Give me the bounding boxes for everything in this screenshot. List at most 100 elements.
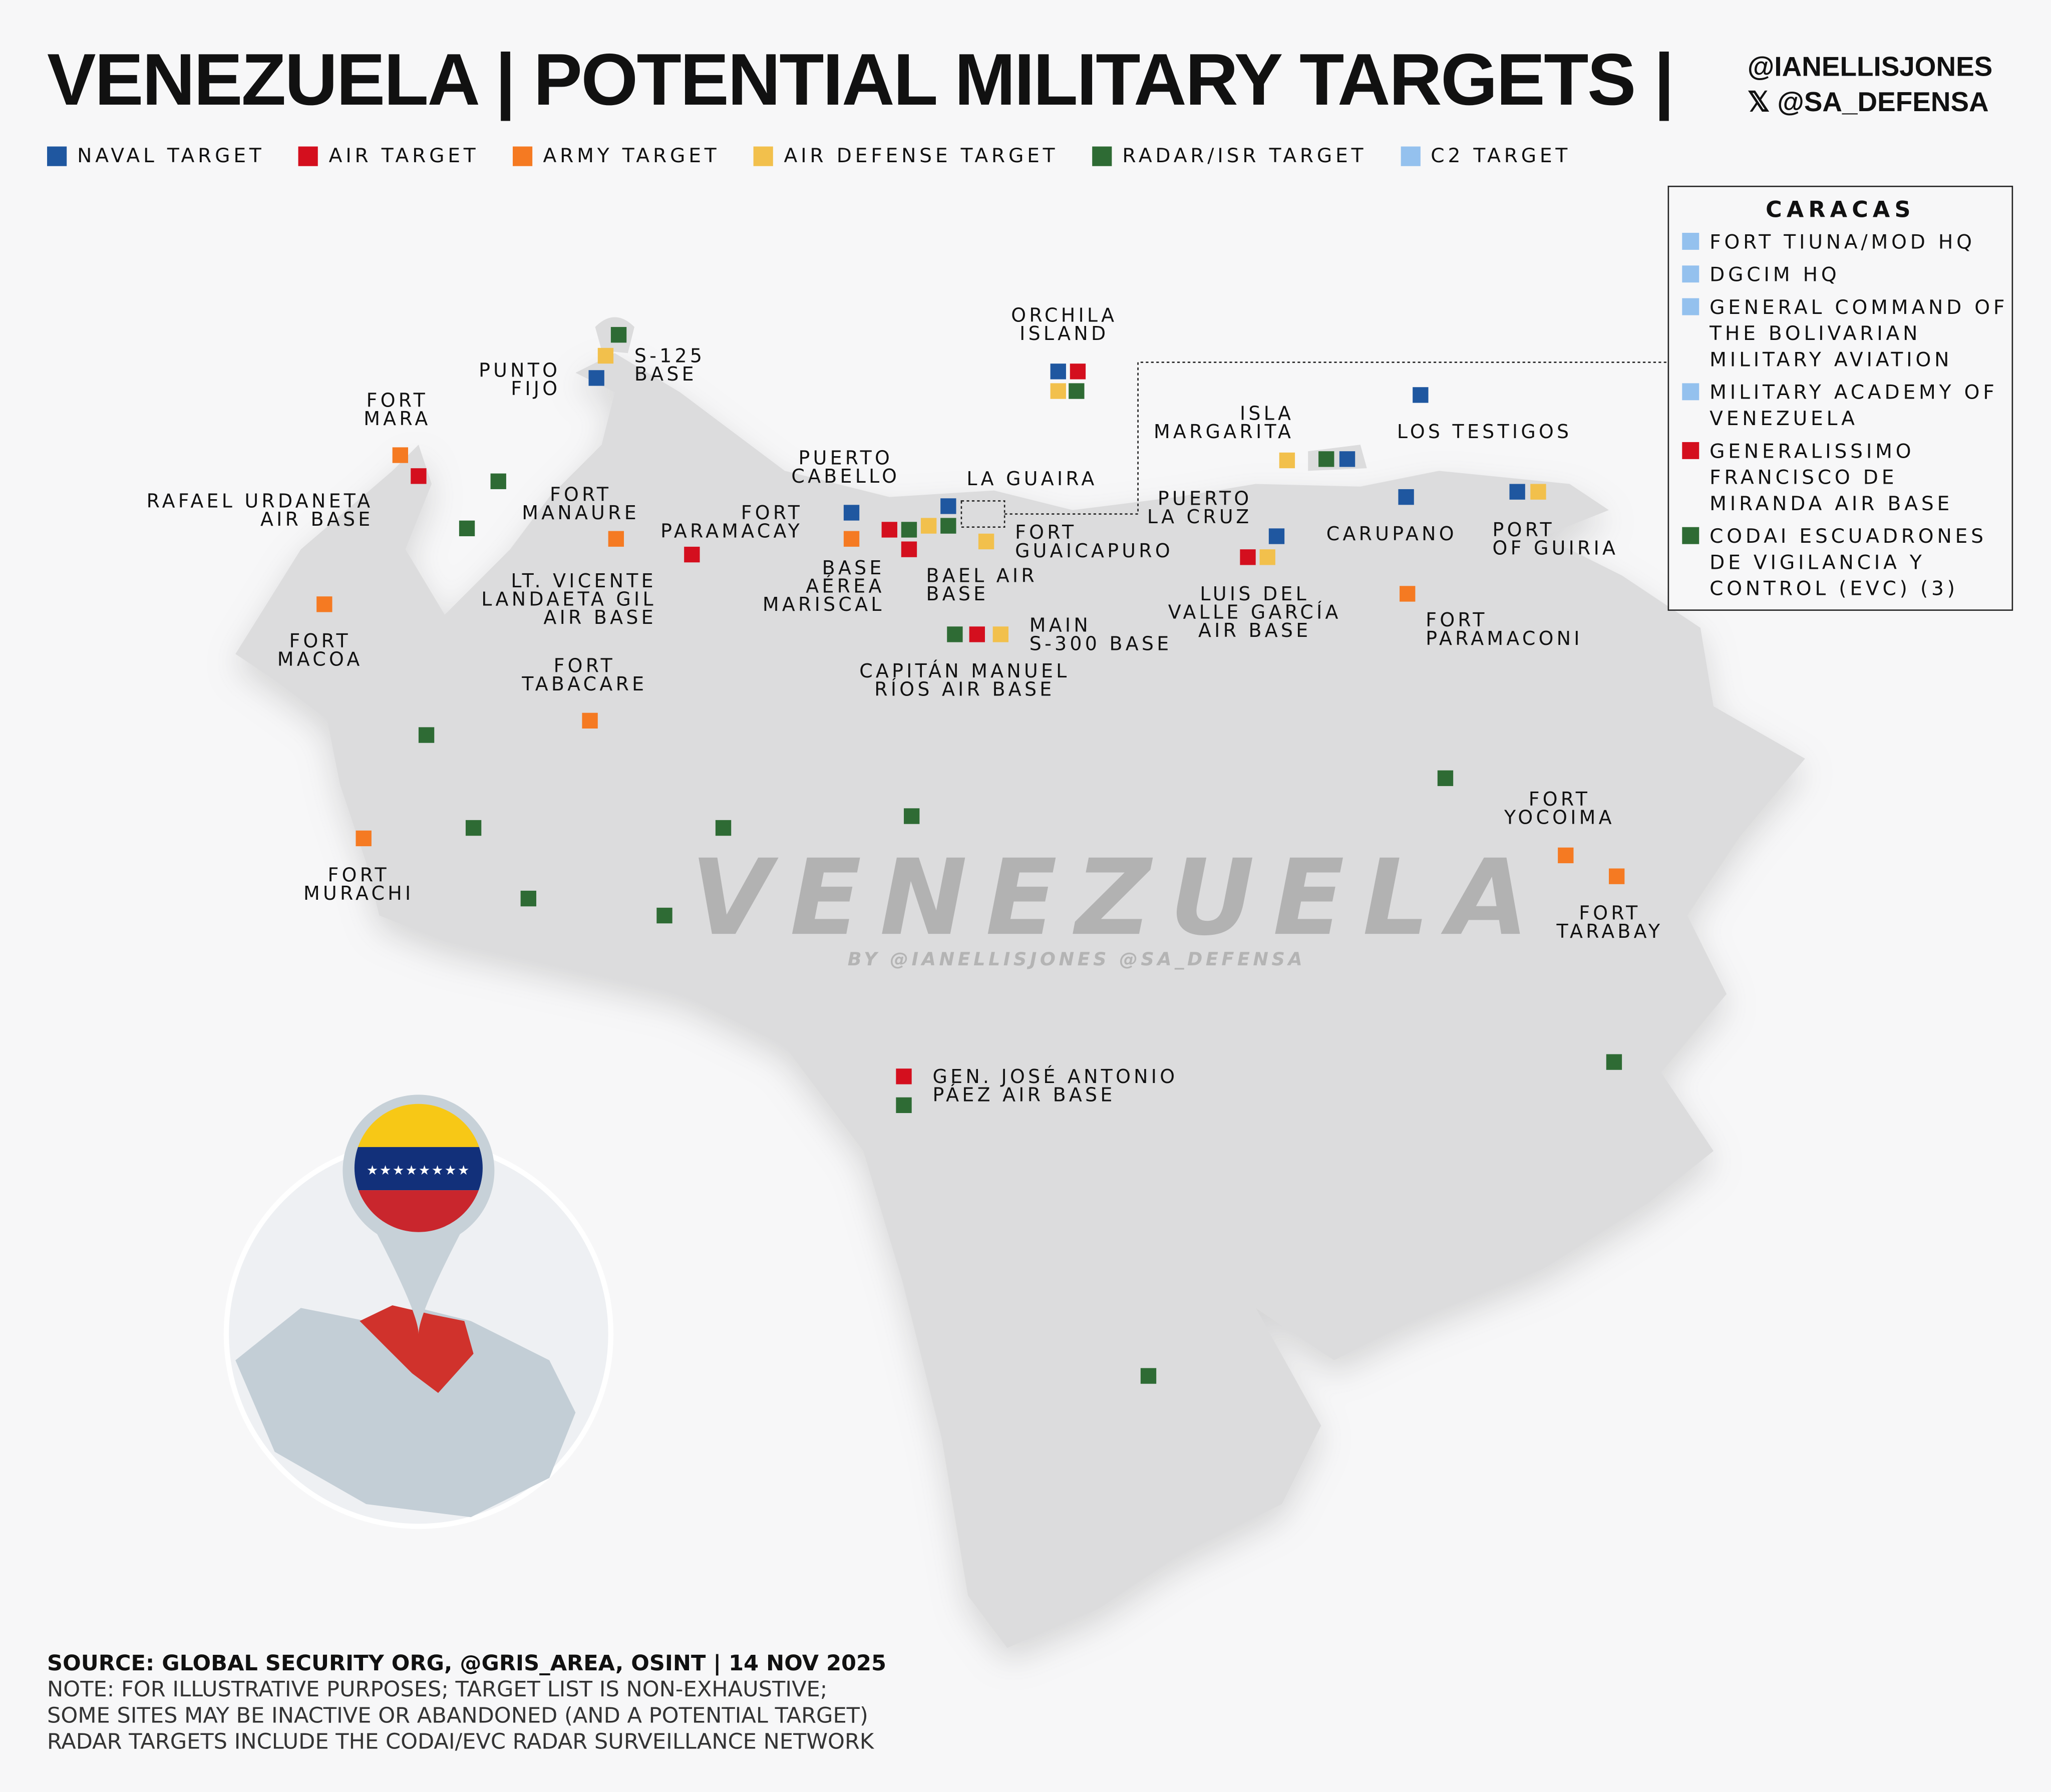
air-swatch-icon — [298, 146, 318, 166]
radar-target-marker[interactable] — [901, 522, 917, 538]
air-defense-target-marker[interactable] — [1050, 383, 1066, 399]
c2-swatch-icon — [1682, 298, 1699, 315]
air-defense-target-marker[interactable] — [1259, 549, 1275, 565]
army-target-marker[interactable] — [1609, 868, 1625, 884]
c2-swatch-icon — [1682, 383, 1699, 401]
radar-target-marker[interactable] — [459, 520, 475, 537]
radar-target-marker[interactable] — [904, 808, 920, 824]
label-vicente: LT. VICENTE LANDAETA GIL AIR BASE — [481, 571, 656, 629]
radar-target-marker[interactable] — [1140, 1368, 1157, 1384]
air-swatch-icon — [1682, 442, 1699, 459]
label-paez: GEN. JOSÉ ANTONIO PÁEZ AIR BASE — [932, 1067, 1178, 1107]
air-target-marker[interactable] — [684, 546, 700, 563]
radar-target-marker[interactable] — [1437, 770, 1454, 786]
army-target-marker[interactable] — [316, 596, 332, 612]
naval-target-marker[interactable] — [1050, 364, 1066, 380]
air-defense-target-marker[interactable] — [597, 347, 614, 364]
army-target-marker[interactable] — [392, 447, 409, 463]
army-target-marker[interactable] — [608, 531, 624, 547]
naval-target-marker[interactable] — [1509, 484, 1525, 500]
label-carupano: CARUPANO — [1326, 524, 1457, 546]
note-line-2: SOME SITES MAY BE INACTIVE OR ABANDONED … — [47, 1703, 868, 1728]
radar-target-marker[interactable] — [896, 1097, 912, 1113]
radar-target-marker[interactable] — [520, 890, 537, 907]
caracas-inset-legend: CARACAS FORT TIUNA/MOD HQ DGCIM HQ GENERAL… — [1667, 185, 2013, 611]
label-guiria: PORT OF GUIRIA — [1492, 520, 1619, 560]
label-yocoima: FORT YOCOIMA — [1504, 790, 1615, 830]
caracas-item: GENERALISSIMO FRANCISCO DE MIRANDA AIR B… — [1682, 438, 2011, 517]
legend-c2: C2 TARGET — [1401, 144, 1571, 167]
label-urdaneta: RAFAEL URDANETA AIR BASE — [146, 492, 374, 531]
watermark-credit: BY @IANELLISJONES @SA_DEFENSA — [847, 949, 1306, 971]
radar-target-marker[interactable] — [656, 907, 672, 924]
air-defense-target-marker[interactable] — [992, 626, 1009, 642]
radar-target-marker[interactable] — [715, 820, 732, 836]
air-target-marker[interactable] — [411, 468, 427, 484]
naval-target-marker[interactable] — [843, 505, 860, 521]
radar-target-marker[interactable] — [490, 473, 506, 489]
label-manaure: FORT MANAURE — [522, 485, 639, 525]
label-guaicapuro: FORT GUAICAPURO — [1015, 523, 1173, 563]
target-legend: NAVAL TARGET AIR TARGET ARMY TARGET AIR … — [47, 144, 1571, 167]
radar-target-marker[interactable] — [610, 327, 627, 343]
legend-army: ARMY TARGET — [513, 144, 720, 167]
air-defense-target-marker[interactable] — [978, 533, 994, 550]
radar-target-marker[interactable] — [940, 518, 956, 534]
x-handle: 𝕏 @SA_DEFENSA — [1747, 88, 1989, 118]
air-target-marker[interactable] — [881, 522, 897, 538]
air-target-marker[interactable] — [901, 541, 917, 557]
naval-target-marker[interactable] — [1339, 451, 1355, 467]
air-target-marker[interactable] — [896, 1068, 912, 1085]
label-orchila: ORCHILA ISLAND — [1011, 306, 1118, 345]
label-bael: BAEL AIR BASE — [926, 566, 1038, 606]
caracas-item: GENERAL COMMAND OF THE BOLIVARIAN MILITA… — [1682, 294, 2011, 373]
legend-naval: NAVAL TARGET — [47, 144, 265, 167]
label-la-guaira: LA GUAIRA — [966, 469, 1098, 491]
radar-target-marker[interactable] — [1069, 383, 1085, 399]
army-target-marker[interactable] — [1400, 586, 1416, 602]
legend-air: AIR TARGET — [298, 144, 479, 167]
army-target-marker[interactable] — [582, 712, 598, 729]
caracas-item: CODAI ESCUADRONES DE VIGILANCIA Y CONTRO… — [1682, 523, 2011, 602]
note-line-1: NOTE: FOR ILLUSTRATIVE PURPOSES; TARGET … — [47, 1676, 828, 1702]
air-target-marker[interactable] — [969, 626, 985, 642]
naval-swatch-icon — [47, 146, 67, 166]
label-s300: MAIN S-300 BASE — [1029, 616, 1172, 655]
author-handle: @IANELLISJONES — [1747, 52, 1993, 83]
naval-target-marker[interactable] — [588, 370, 604, 386]
label-mariscal: BASE AÉREA MARISCAL — [762, 558, 885, 616]
radar-swatch-icon — [1092, 146, 1112, 166]
radar-target-marker[interactable] — [1318, 451, 1334, 467]
radar-target-marker[interactable] — [418, 727, 435, 743]
naval-target-marker[interactable] — [1413, 387, 1429, 403]
air-defense-target-marker[interactable] — [920, 518, 937, 534]
air-target-marker[interactable] — [1070, 364, 1086, 380]
label-murachi: FORT MURACHI — [303, 866, 414, 905]
label-paramaconi: FORT PARAMACONI — [1426, 610, 1583, 650]
naval-target-marker[interactable] — [940, 498, 956, 514]
air-defense-target-marker[interactable] — [1279, 452, 1295, 469]
radar-target-marker[interactable] — [947, 626, 963, 642]
label-fort-mara: FORT MARA — [364, 391, 431, 431]
army-target-marker[interactable] — [843, 531, 860, 547]
naval-target-marker[interactable] — [1398, 489, 1414, 505]
label-margarita: ISLA MARGARITA — [1153, 404, 1294, 444]
air-target-marker[interactable] — [1240, 549, 1256, 565]
label-paramacay: FORT PARAMACAY — [660, 503, 803, 543]
watermark: VENEZUELA — [691, 837, 1547, 959]
air-defense-target-marker[interactable] — [1530, 484, 1546, 500]
radar-target-marker[interactable] — [1606, 1054, 1622, 1070]
label-macoa: FORT MACOA — [277, 631, 363, 671]
c2-swatch-icon — [1682, 232, 1699, 250]
label-punto-fijo: PUNTO FIJO — [479, 361, 561, 401]
army-target-marker[interactable] — [1558, 847, 1574, 864]
naval-target-marker[interactable] — [1268, 528, 1285, 544]
label-s125: S-125 BASE — [634, 346, 706, 386]
page-title: VENEZUELA | POTENTIAL MILITARY TARGETS | — [47, 38, 1674, 121]
radar-target-marker[interactable] — [465, 820, 482, 836]
army-target-marker[interactable] — [356, 830, 372, 847]
label-rios: CAPITÁN MANUEL RÍOS AIR BASE — [859, 661, 1070, 701]
svg-text:★★★★★★★★: ★★★★★★★★ — [367, 1163, 471, 1178]
